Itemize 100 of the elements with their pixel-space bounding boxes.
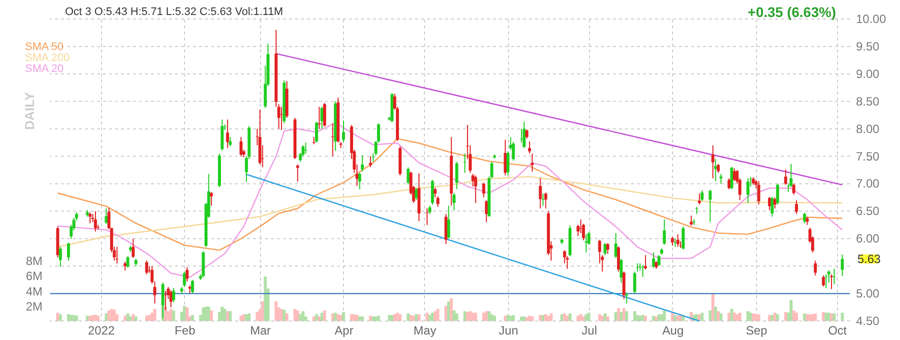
bar [58,314,62,321]
bar [824,312,828,321]
bar [75,316,78,321]
candlestick [145,260,148,275]
candlestick [657,254,660,267]
candlestick [182,271,186,288]
x-tick-label: Sep [746,324,768,338]
bar [598,314,602,321]
bar [274,301,278,321]
bar [620,312,623,321]
bar [550,313,553,321]
bar [358,316,362,321]
bar [625,311,628,321]
y-tick-label: 6.50 [856,204,880,218]
bar [714,306,718,321]
bar [56,312,60,321]
text: SMA 20 [25,63,64,75]
bar [112,310,116,321]
bar [296,310,300,321]
candlestick [191,279,194,294]
candlestick [604,242,607,256]
candlestick [528,140,532,154]
annotation: +0.35 (6.63%) [748,4,836,20]
bar [153,308,156,321]
candlestick [406,166,410,185]
candlestick [776,183,780,206]
candlestick [840,254,844,276]
candlestick [803,212,806,224]
candlestick [614,232,618,258]
x-tick-label: May [414,324,436,338]
bar [104,313,108,321]
bar [633,311,636,321]
candlestick [770,196,774,218]
bar [584,314,588,321]
y2-tick-label: 8M [26,254,42,268]
candlestick [161,282,164,319]
bar [282,310,286,321]
bar [342,312,345,321]
x-tick-label: Aug [662,324,684,338]
bar [393,314,396,321]
bar [434,311,437,321]
bar [323,310,326,321]
bar [447,301,450,321]
candlestick [342,120,345,144]
bar [776,314,780,321]
candlestick [633,271,636,294]
candlestick [434,187,437,198]
bar [436,308,440,321]
candlestick [315,121,318,144]
y-tick-label: 6.00 [856,232,880,246]
bar [226,311,230,321]
candlestick [66,242,70,262]
y-tick-label: 7.50 [856,149,880,164]
candlestick [622,271,626,300]
bar [719,313,722,321]
bar [492,316,496,321]
bar [207,306,210,321]
bar [372,316,375,321]
bar [412,316,416,321]
bar [563,313,566,321]
candlestick [323,102,326,128]
candlestick [598,239,602,264]
bar [708,310,712,321]
bar [331,313,334,321]
x-tick-label: Feb [174,324,196,338]
candlestick [814,260,817,276]
candlestick [482,182,486,198]
bar [784,312,788,321]
bar [455,313,458,321]
candlestick [582,223,585,241]
candlestick [132,238,135,258]
candlestick [318,106,321,130]
bar [350,314,354,321]
line-series [57,122,843,278]
candlestick [104,208,108,224]
candlestick [822,274,825,287]
y-tick-label: 10.00 [856,12,886,26]
bar [509,316,512,321]
bar [660,314,664,321]
x-tick-label: 2022 [88,324,116,338]
candlestick [452,192,456,211]
candlestick [606,242,610,255]
y2-tick-label: 4M [26,284,42,298]
bar [398,314,402,321]
bar [512,314,515,321]
bar [210,310,213,321]
candlestick [790,163,793,188]
y-tick-label: 8.00 [856,122,880,136]
candlestick [447,205,450,240]
candlestick [620,258,623,284]
candlestick [202,250,205,278]
bar [803,313,806,321]
bar [134,316,138,321]
candlestick [525,128,528,140]
bar [150,312,154,321]
candlestick [708,189,712,223]
candlestick [520,128,523,144]
bar [96,316,100,321]
bar [587,312,590,321]
candlestick [544,192,548,209]
